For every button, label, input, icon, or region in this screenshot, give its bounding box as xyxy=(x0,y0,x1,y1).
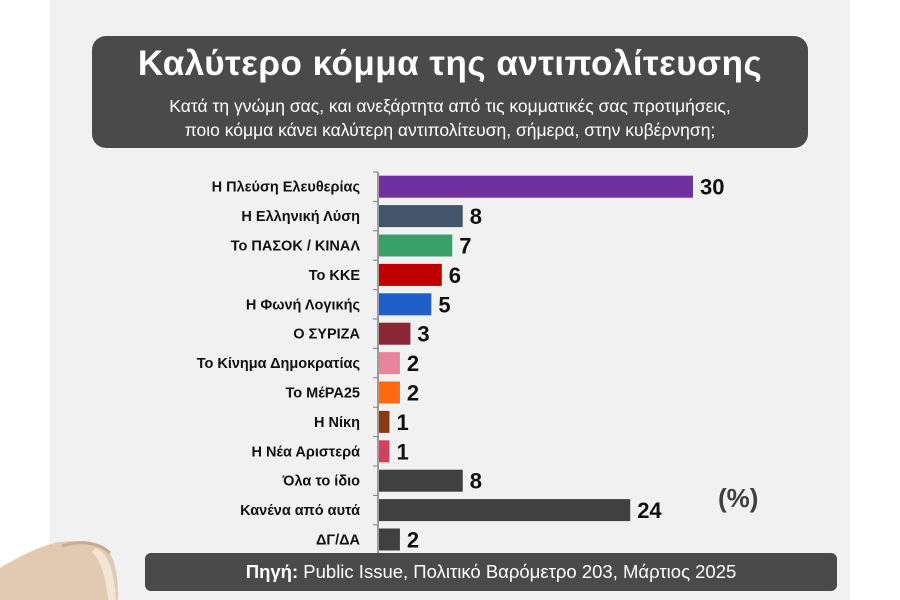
bar xyxy=(379,528,400,551)
value-label: 5 xyxy=(438,292,450,317)
category-label: Το ΚΚΕ xyxy=(309,268,361,284)
bar xyxy=(379,381,400,404)
bar xyxy=(379,410,390,433)
unit-label: (%) xyxy=(718,483,758,513)
value-label: 30 xyxy=(700,175,724,200)
bar xyxy=(379,205,463,228)
category-label: Η Νέα Αριστερά xyxy=(251,444,360,460)
bar xyxy=(379,263,442,286)
category-label: Η Πλεύση Ελευθερίας xyxy=(212,180,360,196)
source-footer: Πηγή: Public Issue, Πολιτικό Βαρόμετρο 2… xyxy=(145,553,837,591)
value-label: 1 xyxy=(396,439,408,464)
chart-header: Καλύτερο κόμμα της αντιπολίτευσης Κατά τ… xyxy=(92,36,808,148)
value-label: 2 xyxy=(407,528,419,553)
source-label: Πηγή: xyxy=(245,561,299,582)
bar xyxy=(379,293,432,316)
category-label: Η Φωνή Λογικής xyxy=(246,297,360,313)
category-label: Η Ελληνική Λύση xyxy=(241,209,360,225)
source-text: Public Issue, Πολιτικό Βαρόμετρο 203, Μά… xyxy=(298,561,737,582)
bar xyxy=(379,499,631,522)
value-label: 8 xyxy=(470,469,482,494)
category-label: Κανένα από αυτά xyxy=(240,503,360,519)
value-label: 6 xyxy=(449,263,461,288)
bar xyxy=(379,234,453,257)
category-label: Όλα το ίδιο xyxy=(282,474,361,490)
category-label: Το Κίνημα Δημοκρατίας xyxy=(197,356,360,372)
value-label: 24 xyxy=(637,498,662,523)
category-label: Το ΠΑΣΟΚ / ΚΙΝΑΛ xyxy=(231,239,361,255)
chart-title: Καλύτερο κόμμα της αντιπολίτευσης xyxy=(137,44,763,83)
subtitle-line-1: Κατά τη γνώμη σας, και ανεξάρτητα από τι… xyxy=(169,96,731,116)
chart-subtitle: Κατά τη γνώμη σας, και ανεξάρτητα από τι… xyxy=(92,94,808,142)
value-label: 7 xyxy=(459,234,471,259)
bar xyxy=(379,322,411,345)
value-label: 2 xyxy=(407,381,419,406)
value-label: 3 xyxy=(417,322,429,347)
subtitle-line-2: ποιο κόμμα κάνει καλύτερη αντιπολίτευση,… xyxy=(184,120,716,140)
category-label: Το ΜέΡΑ25 xyxy=(286,386,360,402)
bar xyxy=(379,440,390,463)
category-label: Η Νίκη xyxy=(314,415,360,431)
category-label: Ο ΣΥΡΙΖΑ xyxy=(293,327,360,343)
bar xyxy=(379,352,400,375)
value-label: 1 xyxy=(396,410,408,435)
value-label: 8 xyxy=(470,204,482,229)
category-label: ΔΓ/ΔΑ xyxy=(316,533,361,549)
bar xyxy=(379,175,693,198)
bar xyxy=(379,469,463,492)
value-label: 2 xyxy=(407,351,419,376)
